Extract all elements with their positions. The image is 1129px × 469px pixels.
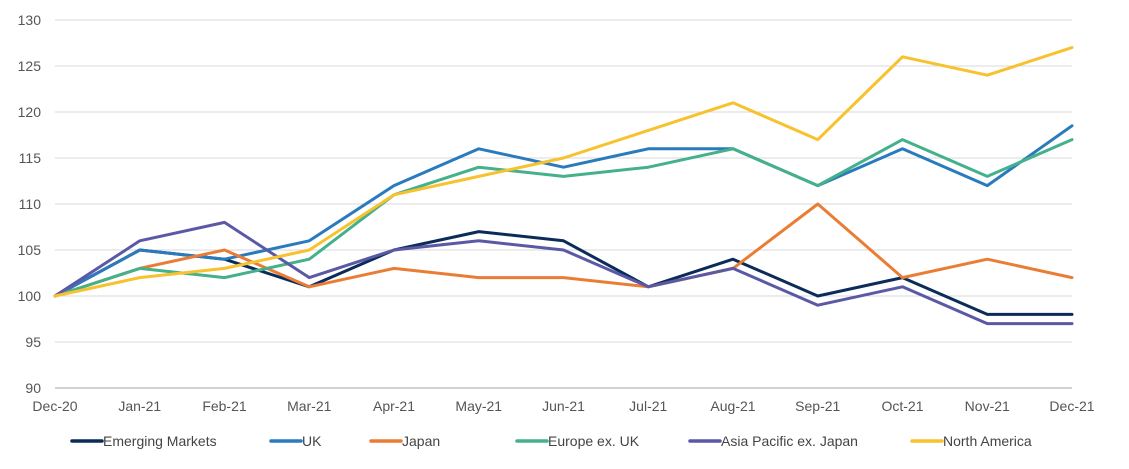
legend-label: North America — [943, 433, 1032, 449]
x-tick-label: Jan-21 — [118, 398, 161, 414]
x-tick-label: May-21 — [455, 398, 502, 414]
y-axis-ticks: 90 95 100 105 110 115 120 125 130 — [18, 12, 42, 396]
x-tick-label: Apr-21 — [373, 398, 415, 414]
x-tick-label: Sep-21 — [795, 398, 840, 414]
series-lines — [53, 46, 1074, 326]
x-tick-label: Jun-21 — [542, 398, 585, 414]
y-tick-label: 120 — [18, 104, 42, 120]
legend-label: Japan — [402, 433, 440, 449]
y-tick-label: 125 — [18, 58, 42, 74]
x-axis-ticks: Dec-20 Jan-21 Feb-21 Mar-21 Apr-21 May-21 Jun-… — [32, 398, 1094, 414]
y-tick-label: 95 — [25, 334, 41, 350]
gridlines — [55, 19, 1072, 389]
x-tick-label: Jul-21 — [629, 398, 667, 414]
x-tick-label: Oct-21 — [881, 398, 923, 414]
x-tick-label: Mar-21 — [287, 398, 332, 414]
y-tick-label: 105 — [18, 242, 42, 258]
x-tick-label: Feb-21 — [202, 398, 247, 414]
x-tick-label: Nov-21 — [965, 398, 1010, 414]
x-tick-label: Dec-20 — [32, 398, 77, 414]
legend-label: Emerging Markets — [103, 433, 217, 449]
legend: Emerging Markets UK Japan Europe ex. UK Asia… — [70, 433, 1032, 449]
y-tick-label: 100 — [18, 288, 42, 304]
y-tick-label: 130 — [18, 12, 42, 28]
y-tick-label: 115 — [19, 150, 42, 166]
legend-label: Asia Pacific ex. Japan — [721, 433, 858, 449]
y-tick-label: 90 — [25, 380, 41, 396]
y-tick-label: 110 — [19, 196, 42, 212]
legend-label: Europe ex. UK — [548, 433, 640, 449]
x-tick-label: Dec-21 — [1049, 398, 1094, 414]
legend-label: UK — [302, 433, 322, 449]
x-tick-label: Aug-21 — [710, 398, 755, 414]
